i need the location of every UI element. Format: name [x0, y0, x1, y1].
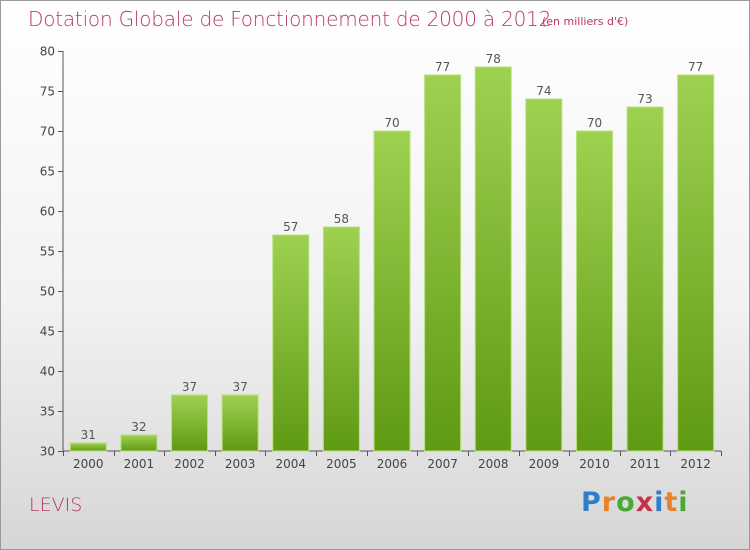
x-tick-label: 2000: [73, 457, 104, 471]
y-tick-label: 50: [40, 285, 55, 299]
logo-letter: P: [581, 487, 602, 518]
bar: [373, 130, 411, 452]
data-label: 58: [334, 212, 349, 226]
data-label: 70: [587, 116, 602, 130]
data-label: 78: [486, 52, 501, 66]
logo-letter: r: [601, 487, 617, 518]
bar: [677, 74, 715, 452]
city-label: LEVIS: [29, 494, 83, 516]
x-tick-label: 2004: [275, 457, 306, 471]
x-tick-label: 2011: [630, 457, 661, 471]
x-tick-label: 2006: [377, 457, 408, 471]
y-tick-label: 60: [40, 205, 55, 219]
bar: [272, 234, 310, 452]
bar: [474, 66, 512, 452]
x-tick-label: 2008: [478, 457, 509, 471]
y-tick-label: 30: [40, 445, 55, 459]
bar: [221, 394, 259, 452]
data-label: 77: [688, 60, 703, 74]
logo-letter: t: [664, 487, 679, 518]
chart-unit-note: (en milliers d'€): [542, 15, 629, 28]
logo-letter: o: [616, 487, 636, 518]
x-tick-label: 2001: [124, 457, 155, 471]
logo-letter: i: [678, 487, 689, 518]
bar: [171, 394, 209, 452]
y-tick-label: 35: [40, 405, 55, 419]
y-tick-label: 55: [40, 245, 55, 259]
y-tick-label: 70: [40, 125, 55, 139]
data-label: 74: [536, 84, 551, 98]
data-label: 31: [81, 428, 96, 442]
data-label: 37: [233, 380, 248, 394]
x-tick-label: 2002: [174, 457, 205, 471]
x-tick-label: 2003: [225, 457, 256, 471]
logo-letter: x: [635, 487, 655, 518]
proxiti-logo: Proxiti: [581, 487, 689, 518]
x-tick-label: 2005: [326, 457, 357, 471]
data-label: 32: [131, 420, 146, 434]
y-tick-label: 45: [40, 325, 55, 339]
bar: [322, 226, 360, 452]
bar: [120, 434, 158, 452]
x-tick-label: 2010: [579, 457, 610, 471]
data-label: 73: [637, 92, 652, 106]
x-tick-label: 2012: [680, 457, 711, 471]
logo-letter: i: [654, 487, 665, 518]
data-label: 57: [283, 220, 298, 234]
chart-title: Dotation Globale de Fonctionnement de 20…: [28, 7, 552, 31]
y-tick-label: 65: [40, 165, 55, 179]
y-tick-label: 75: [40, 85, 55, 99]
bar: [69, 442, 107, 452]
x-tick-label: 2007: [427, 457, 458, 471]
data-label: 37: [182, 380, 197, 394]
bar: [525, 98, 563, 452]
data-label: 77: [435, 60, 450, 74]
y-tick-label: 80: [40, 45, 55, 59]
bar: [424, 74, 462, 452]
x-tick-label: 2009: [529, 457, 560, 471]
data-label: 70: [384, 116, 399, 130]
bar: [626, 106, 664, 452]
y-tick-label: 40: [40, 365, 55, 379]
bar: [575, 130, 613, 452]
